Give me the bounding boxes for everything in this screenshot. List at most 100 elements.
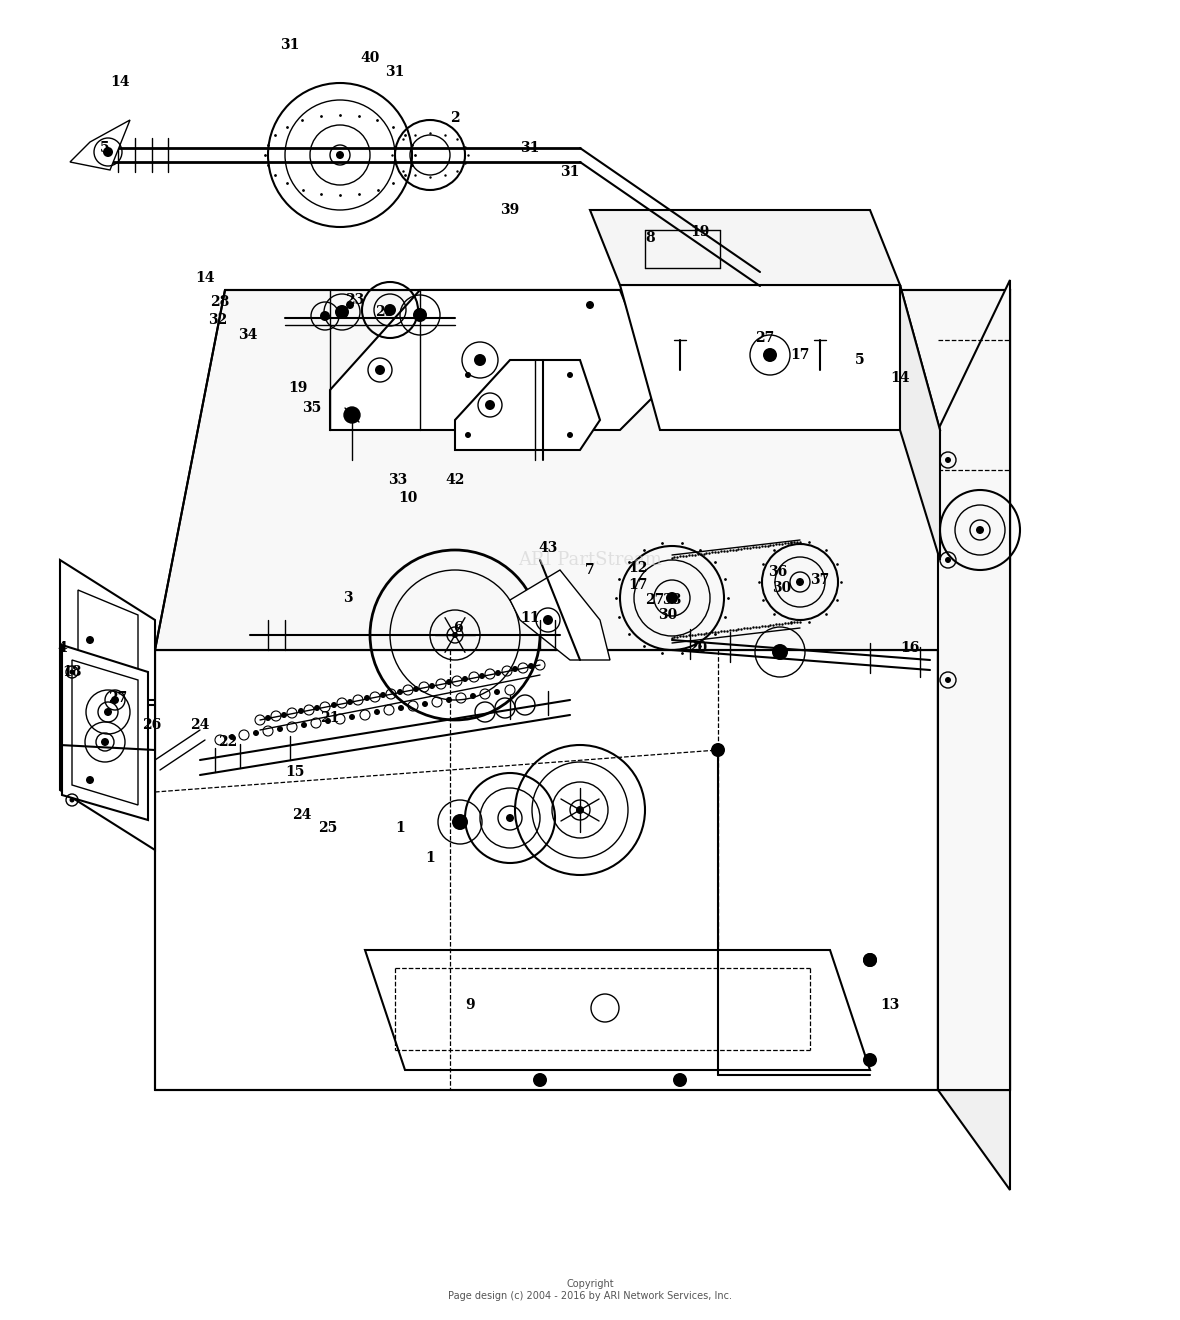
Polygon shape [620, 285, 940, 430]
Circle shape [465, 432, 471, 438]
Text: 17: 17 [628, 578, 648, 591]
Circle shape [446, 678, 452, 685]
Circle shape [229, 734, 235, 741]
Text: 24: 24 [293, 808, 312, 822]
Text: 4: 4 [57, 642, 67, 655]
Text: 7: 7 [585, 564, 595, 577]
Text: 20: 20 [688, 642, 708, 655]
Polygon shape [510, 570, 610, 660]
Circle shape [70, 669, 74, 675]
Text: 14: 14 [110, 75, 130, 88]
Text: 27: 27 [109, 690, 127, 705]
Text: 12: 12 [628, 561, 648, 576]
Text: 27: 27 [755, 331, 774, 345]
Circle shape [314, 705, 320, 711]
Circle shape [945, 557, 951, 564]
Text: 10: 10 [399, 491, 418, 506]
Circle shape [485, 400, 494, 411]
Circle shape [111, 696, 119, 704]
Circle shape [348, 411, 356, 418]
Text: 26: 26 [143, 718, 162, 733]
Text: 9: 9 [465, 998, 474, 1012]
Circle shape [413, 308, 427, 322]
Circle shape [470, 693, 476, 700]
Circle shape [494, 671, 501, 676]
Text: 31: 31 [560, 165, 579, 180]
Circle shape [673, 1073, 687, 1086]
Circle shape [345, 407, 360, 422]
Text: 31: 31 [520, 141, 539, 154]
Text: 29: 29 [375, 305, 394, 319]
Text: 34: 34 [238, 327, 257, 342]
Text: 22: 22 [218, 735, 237, 748]
Polygon shape [900, 285, 940, 560]
Polygon shape [78, 590, 138, 810]
Circle shape [398, 705, 404, 711]
Polygon shape [455, 360, 599, 450]
Circle shape [86, 636, 94, 644]
Text: 30: 30 [773, 581, 792, 595]
Text: ARI PartStream: ARI PartStream [518, 550, 662, 569]
Circle shape [527, 663, 535, 669]
Text: 25: 25 [319, 821, 337, 836]
Text: 1: 1 [395, 821, 405, 836]
Circle shape [465, 372, 471, 378]
Text: 40: 40 [360, 51, 380, 65]
Circle shape [452, 814, 468, 830]
Circle shape [70, 797, 74, 803]
Circle shape [430, 682, 435, 689]
Polygon shape [63, 645, 148, 820]
Text: 33: 33 [388, 473, 407, 487]
Polygon shape [155, 649, 938, 1090]
Circle shape [380, 692, 386, 698]
Circle shape [335, 305, 349, 319]
Text: 31: 31 [386, 65, 405, 79]
Polygon shape [365, 950, 870, 1071]
Text: 1: 1 [425, 851, 435, 865]
Circle shape [568, 432, 573, 438]
Text: 36: 36 [768, 565, 787, 579]
Circle shape [863, 953, 877, 968]
Circle shape [253, 730, 258, 737]
Circle shape [945, 457, 951, 463]
Circle shape [494, 689, 500, 696]
Text: 11: 11 [520, 611, 539, 624]
Polygon shape [330, 290, 660, 430]
Circle shape [299, 708, 304, 714]
Circle shape [375, 366, 385, 375]
Text: 15: 15 [286, 766, 304, 779]
Circle shape [301, 722, 307, 729]
Text: 39: 39 [500, 203, 519, 216]
Text: 21: 21 [320, 711, 340, 725]
Circle shape [796, 578, 804, 586]
Text: 2: 2 [451, 111, 460, 125]
Circle shape [576, 807, 584, 814]
Text: 6: 6 [453, 620, 463, 635]
Text: 3: 3 [343, 591, 353, 605]
Text: 38: 38 [662, 593, 682, 607]
Text: 42: 42 [445, 473, 465, 487]
Text: Copyright
Page design (c) 2004 - 2016 by ARI Network Services, Inc.: Copyright Page design (c) 2004 - 2016 by… [448, 1279, 732, 1300]
Text: 28: 28 [210, 294, 230, 309]
Text: 35: 35 [302, 401, 322, 414]
Circle shape [976, 525, 984, 535]
Circle shape [349, 714, 355, 719]
Circle shape [336, 150, 345, 158]
Circle shape [772, 644, 788, 660]
Text: 8: 8 [645, 231, 655, 246]
Text: 17: 17 [791, 348, 809, 362]
Polygon shape [938, 280, 1010, 1090]
Polygon shape [938, 290, 1010, 1090]
Polygon shape [155, 290, 1010, 649]
Text: 30: 30 [658, 609, 677, 622]
Text: 24: 24 [190, 718, 210, 733]
Text: 5: 5 [856, 352, 865, 367]
Text: 5: 5 [100, 141, 110, 154]
Text: 13: 13 [880, 998, 899, 1012]
Circle shape [474, 354, 486, 366]
Circle shape [346, 411, 354, 418]
Circle shape [324, 718, 332, 723]
Circle shape [347, 700, 353, 705]
Circle shape [512, 667, 518, 672]
Circle shape [446, 697, 452, 704]
